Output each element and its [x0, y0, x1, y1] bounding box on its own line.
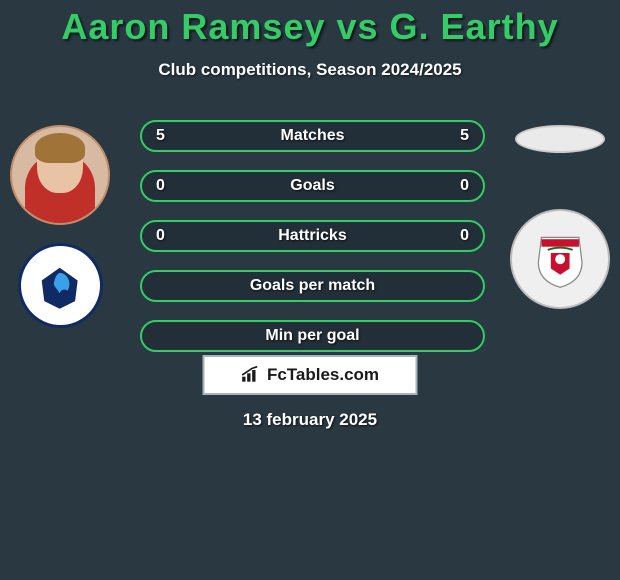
- stat-left-value: 0: [156, 227, 165, 245]
- stat-left-value: 0: [156, 177, 165, 195]
- left-column: [10, 125, 110, 328]
- date-label: 13 february 2025: [0, 410, 620, 430]
- stat-row-goals: 0 Goals 0: [140, 170, 485, 202]
- stats-rows: 5 Matches 5 0 Goals 0 0 Hattricks 0 Goal…: [140, 120, 485, 352]
- brand-label: FcTables.com: [267, 365, 379, 385]
- page-title: Aaron Ramsey vs G. Earthy: [0, 0, 620, 48]
- stat-row-matches: 5 Matches 5: [140, 120, 485, 152]
- stat-label: Goals per match: [250, 277, 375, 295]
- stat-label: Goals: [290, 177, 334, 195]
- stat-row-goals-per-match: Goals per match: [140, 270, 485, 302]
- page-subtitle: Club competitions, Season 2024/2025: [0, 60, 620, 80]
- robin-crest-icon: [529, 228, 591, 290]
- stat-row-hattricks: 0 Hattricks 0: [140, 220, 485, 252]
- stat-label: Matches: [280, 127, 344, 145]
- player-avatar-right: [515, 125, 605, 153]
- stat-row-min-per-goal: Min per goal: [140, 320, 485, 352]
- stat-right-value: 0: [460, 227, 469, 245]
- stat-left-value: 5: [156, 127, 165, 145]
- chart-icon: [241, 366, 261, 384]
- stat-label: Min per goal: [265, 327, 359, 345]
- bluebird-icon: [34, 260, 85, 311]
- stat-label: Hattricks: [278, 227, 346, 245]
- stat-right-value: 0: [460, 177, 469, 195]
- club-badge-left: [18, 243, 103, 328]
- player-avatar-left: [10, 125, 110, 225]
- stat-right-value: 5: [460, 127, 469, 145]
- brand-box[interactable]: FcTables.com: [203, 355, 418, 395]
- club-badge-right: [510, 209, 610, 309]
- right-column: [510, 125, 610, 309]
